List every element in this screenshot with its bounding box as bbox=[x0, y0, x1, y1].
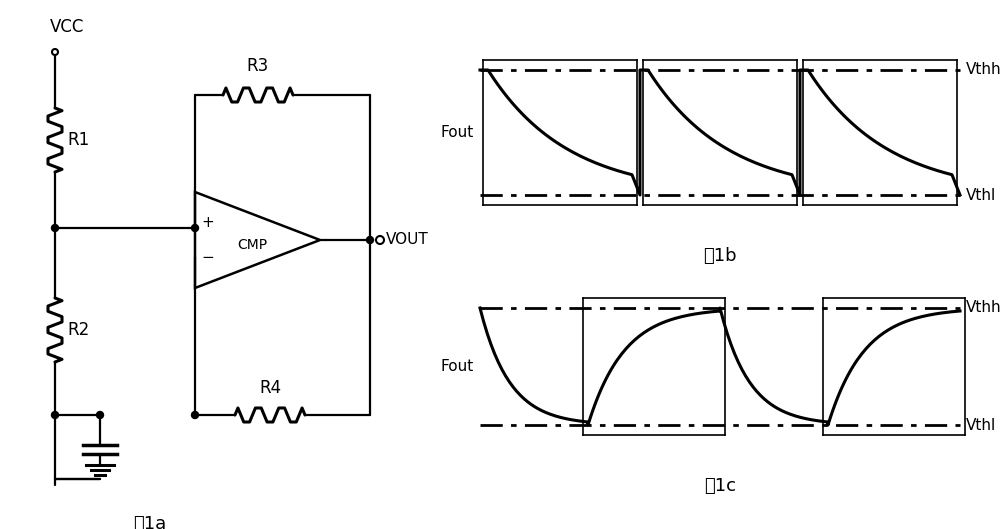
Text: Fout: Fout bbox=[441, 125, 474, 140]
Text: R2: R2 bbox=[67, 321, 89, 339]
Text: 图1a: 图1a bbox=[133, 515, 167, 529]
Circle shape bbox=[192, 412, 198, 418]
Text: VOUT: VOUT bbox=[386, 233, 429, 248]
Text: −: − bbox=[201, 250, 214, 265]
Text: CMP: CMP bbox=[237, 238, 268, 252]
Text: Vthh: Vthh bbox=[966, 300, 1000, 315]
Text: R1: R1 bbox=[67, 131, 89, 149]
Text: Vthh: Vthh bbox=[966, 62, 1000, 78]
Text: +: + bbox=[201, 215, 214, 230]
Text: Fout: Fout bbox=[441, 359, 474, 374]
Circle shape bbox=[52, 224, 58, 232]
Circle shape bbox=[52, 412, 58, 418]
Text: Vthl: Vthl bbox=[966, 417, 996, 433]
Text: R3: R3 bbox=[247, 57, 269, 75]
Circle shape bbox=[366, 236, 374, 243]
Circle shape bbox=[192, 224, 198, 232]
Text: 图1b: 图1b bbox=[703, 247, 737, 265]
Text: Vthl: Vthl bbox=[966, 187, 996, 203]
Text: VCC: VCC bbox=[50, 18, 84, 36]
Text: 图1c: 图1c bbox=[704, 477, 736, 495]
Text: R4: R4 bbox=[259, 379, 281, 397]
Circle shape bbox=[96, 412, 104, 418]
